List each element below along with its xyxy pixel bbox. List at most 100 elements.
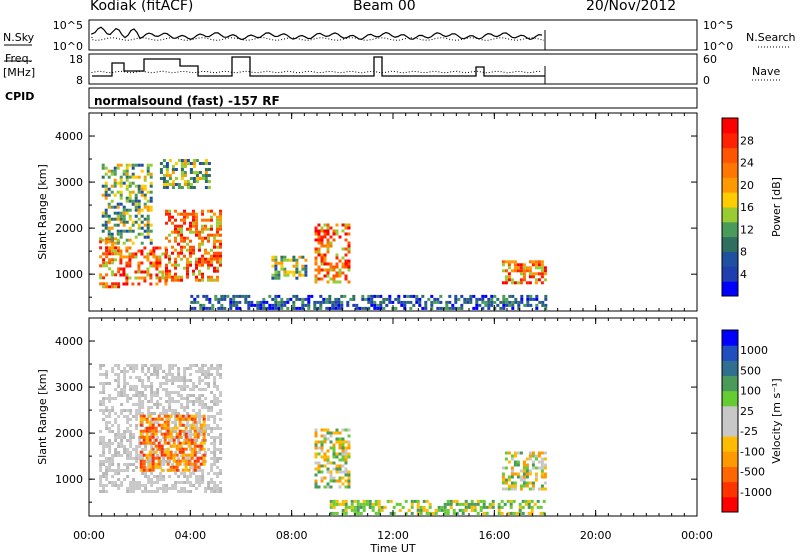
velocity-cell-r0 bbox=[207, 487, 211, 490]
freq-tick-1: 8 bbox=[76, 74, 83, 87]
velocity-cell-r0 bbox=[219, 400, 223, 403]
power-cell-r1 bbox=[128, 255, 132, 259]
velocity-cell-r0 bbox=[147, 478, 151, 481]
power-cell-r2 bbox=[192, 218, 195, 222]
velocity-cell-r2 bbox=[332, 452, 336, 456]
velocity-cell-r0 bbox=[216, 490, 220, 493]
velocity-cell-r4 bbox=[377, 511, 381, 515]
velocity-colorbar-tick-1: 500 bbox=[740, 364, 761, 377]
power-cell-r8 bbox=[418, 297, 422, 301]
power-cell-r2 bbox=[204, 251, 207, 255]
power-cell-r8 bbox=[535, 294, 539, 298]
velocity-cell-r0 bbox=[201, 415, 205, 418]
velocity-cell-r2 bbox=[341, 455, 345, 459]
power-cell-r2 bbox=[186, 260, 189, 264]
power-cell-r5 bbox=[317, 235, 321, 239]
power-cell-r3 bbox=[107, 175, 111, 179]
velocity-cell-r0 bbox=[219, 391, 223, 394]
velocity-cell-r3 bbox=[501, 478, 505, 482]
velocity-cell-r0 bbox=[189, 448, 193, 451]
velocity-cell-r0 bbox=[177, 457, 181, 460]
velocity-cell-r0 bbox=[126, 409, 130, 412]
velocity-cell-r0 bbox=[129, 412, 133, 415]
velocity-cell-r0 bbox=[213, 397, 217, 400]
velocity-cell-r0 bbox=[135, 367, 139, 370]
velocity-cell-r0 bbox=[192, 409, 196, 412]
power-cell-r2 bbox=[216, 218, 219, 222]
velocity-cell-r3 bbox=[543, 457, 547, 461]
velocity-cell-r0 bbox=[213, 481, 217, 484]
power-cell-r1 bbox=[152, 264, 156, 268]
power-cell-r4 bbox=[159, 177, 163, 180]
velocity-cell-r0 bbox=[99, 484, 103, 487]
power-cell-r8 bbox=[352, 303, 356, 307]
velocity-cell-r4 bbox=[419, 511, 423, 515]
power-cell-r2 bbox=[201, 275, 204, 279]
power-cell-r3 bbox=[119, 211, 123, 215]
velocity-cell-r0 bbox=[198, 475, 202, 478]
velocity-cell-r0 bbox=[123, 430, 127, 433]
velocity-cell-r0 bbox=[102, 442, 106, 445]
power-cell-r2 bbox=[213, 269, 216, 273]
power-cell-r5 bbox=[317, 265, 321, 269]
velocity-cell-r1 bbox=[190, 441, 194, 445]
power-cell-r2 bbox=[219, 215, 222, 219]
velocity-cell-r0 bbox=[132, 487, 136, 490]
power-cell-r8 bbox=[409, 306, 413, 310]
power-cell-r4 bbox=[180, 171, 184, 174]
power-cell-r3 bbox=[113, 211, 117, 215]
power-cell-r5 bbox=[320, 238, 324, 242]
power-cell-r2 bbox=[174, 275, 177, 279]
velocity-cell-r0 bbox=[108, 457, 112, 460]
velocity-cell-r0 bbox=[156, 370, 160, 373]
power-cell-r2 bbox=[204, 218, 207, 222]
velocity-cell-r0 bbox=[186, 400, 190, 403]
velocity-cell-r0 bbox=[210, 469, 214, 472]
velocity-cell-r3 bbox=[543, 481, 547, 485]
power-cell-r4 bbox=[204, 159, 208, 162]
velocity-cell-r4 bbox=[488, 502, 492, 506]
power-cell-r4 bbox=[171, 180, 175, 183]
velocity-cell-r0 bbox=[138, 454, 142, 457]
power-cell-r3 bbox=[146, 214, 150, 218]
power-cell-r2 bbox=[189, 224, 192, 228]
velocity-cell-r0 bbox=[180, 376, 184, 379]
power-cell-r8 bbox=[226, 294, 230, 298]
velocity-cell-r0 bbox=[144, 364, 148, 367]
velocity-cell-r4 bbox=[479, 505, 483, 509]
velocity-cell-r0 bbox=[162, 484, 166, 487]
velocity-cell-r0 bbox=[102, 436, 106, 439]
power-cell-r3 bbox=[143, 205, 147, 209]
power-cell-r1 bbox=[149, 282, 153, 286]
power-cell-r6 bbox=[274, 258, 278, 262]
velocity-cell-r1 bbox=[175, 462, 179, 466]
velocity-cell-r1 bbox=[151, 459, 155, 463]
power-cell-r2 bbox=[186, 227, 189, 231]
velocity-cell-r1 bbox=[202, 441, 206, 445]
power-cell-r3 bbox=[131, 202, 135, 206]
power-cell-r1 bbox=[125, 273, 129, 277]
velocity-cell-r0 bbox=[174, 484, 178, 487]
noise-tick-left-1: 10^0 bbox=[53, 40, 83, 53]
power-cell-r8 bbox=[319, 306, 323, 310]
velocity-cell-r1 bbox=[193, 417, 197, 421]
power-cell-r0 bbox=[108, 240, 112, 244]
power-cell-r8 bbox=[367, 297, 371, 301]
velocity-cell-r3 bbox=[522, 469, 526, 473]
velocity-cell-r0 bbox=[126, 439, 130, 442]
power-cell-r7 bbox=[510, 278, 514, 282]
velocity-cell-r4 bbox=[344, 511, 348, 515]
velocity-colorbar-swatch-0 bbox=[722, 496, 738, 513]
velocity-cell-r0 bbox=[201, 481, 205, 484]
velocity-colorbar-swatch-11 bbox=[722, 330, 738, 346]
power-cell-r6 bbox=[274, 273, 278, 277]
velocity-colorbar-swatch-1 bbox=[722, 481, 738, 498]
velocity-cell-r0 bbox=[105, 382, 109, 385]
power-cell-r5 bbox=[323, 232, 327, 236]
power-cell-r4 bbox=[204, 174, 208, 177]
velocity-colorbar-swatch-6 bbox=[722, 405, 738, 422]
velocity-cell-r2 bbox=[335, 479, 339, 483]
velocity-cell-r0 bbox=[129, 457, 133, 460]
velocity-cell-r0 bbox=[117, 364, 121, 367]
power-cell-r4 bbox=[180, 162, 184, 165]
